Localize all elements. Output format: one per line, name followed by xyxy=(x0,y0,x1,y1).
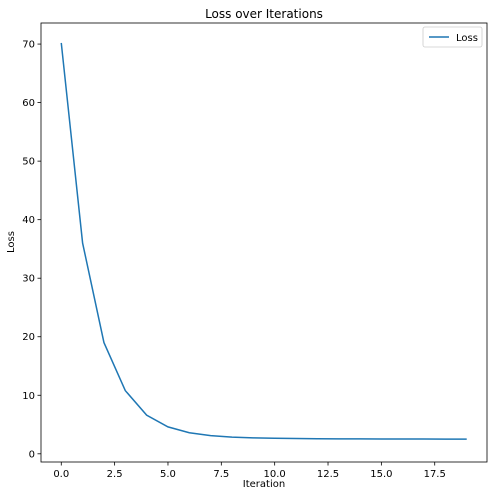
y-tick-label: 30 xyxy=(22,274,35,285)
x-tick-label: 7.5 xyxy=(213,469,229,480)
x-tick-label: 2.5 xyxy=(107,469,123,480)
y-tick-label: 50 xyxy=(22,157,35,168)
plot-area xyxy=(40,22,488,463)
legend-box xyxy=(422,26,483,48)
x-tick-label: 15.0 xyxy=(370,469,392,480)
y-tick-label: 70 xyxy=(22,40,35,51)
y-tick-label: 60 xyxy=(22,98,35,109)
x-axis-ticks: 0.0 2.5 5.0 7.5 10.0 12.5 15.0 17.5 xyxy=(53,462,446,480)
y-axis-ticks: 0 10 20 30 40 50 60 70 xyxy=(22,40,41,460)
x-tick-label: 5.0 xyxy=(160,469,176,480)
y-tick-label: 40 xyxy=(22,215,35,226)
loss-series-line xyxy=(60,42,467,440)
chart-title: Loss over Iterations xyxy=(205,7,323,21)
x-tick-label: 12.5 xyxy=(317,469,339,480)
x-tick-label: 0.0 xyxy=(53,469,69,480)
y-tick-label: 10 xyxy=(22,391,35,402)
y-tick-label: 20 xyxy=(22,332,35,343)
legend-label-loss: Loss xyxy=(456,33,478,44)
x-tick-label: 10.0 xyxy=(264,469,286,480)
x-tick-label: 17.5 xyxy=(424,469,446,480)
y-tick-label: 0 xyxy=(29,449,35,460)
y-axis-label: Loss xyxy=(6,231,17,253)
x-axis-label: Iteration xyxy=(243,479,285,490)
legend: Loss xyxy=(422,26,483,48)
